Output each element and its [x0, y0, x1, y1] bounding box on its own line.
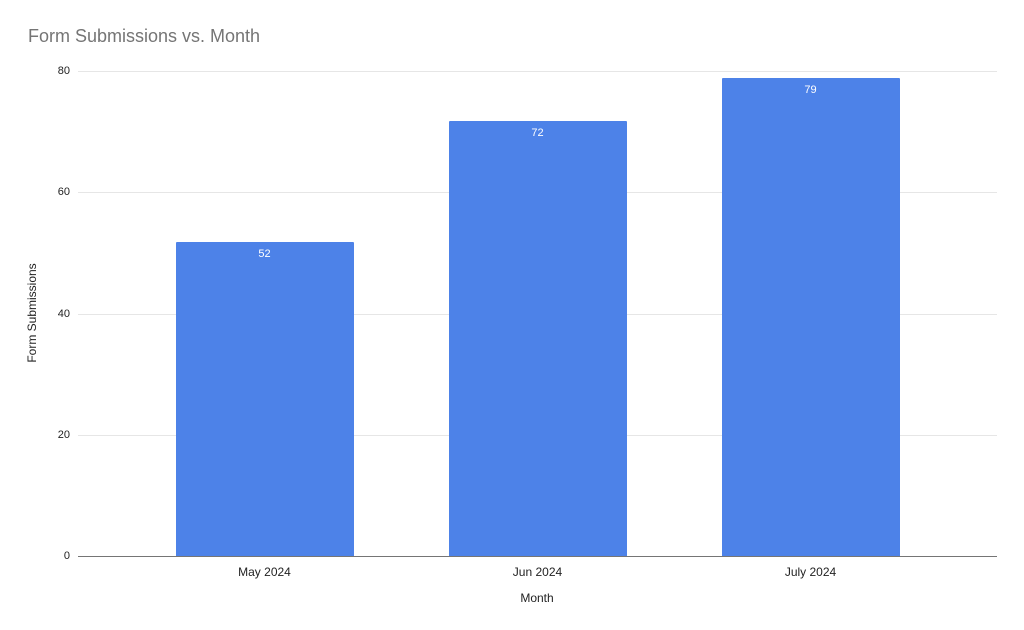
- bar-may-2024: 52: [175, 241, 354, 557]
- y-tick-label: 60: [57, 186, 70, 199]
- y-tick-label: 0: [63, 550, 70, 562]
- y-tick-label: 40: [57, 307, 70, 320]
- y-tick-label: 20: [57, 428, 70, 441]
- x-axis-line: [78, 556, 997, 557]
- x-tick-label: July 2024: [784, 565, 837, 579]
- bar-july-2024: 79: [721, 78, 900, 557]
- bar-value-label: 52: [258, 247, 271, 260]
- x-axis-title: Month: [520, 591, 554, 605]
- x-tick-label: May 2024: [238, 565, 291, 579]
- bar-value-label: 72: [531, 126, 544, 139]
- bar-jun-2024: 72: [448, 120, 627, 557]
- chart-title: Form Submissions vs. Month: [28, 26, 261, 46]
- y-tick-label: 80: [57, 65, 70, 77]
- y-axis-title: Form Submissions: [25, 263, 39, 363]
- gridline: [78, 71, 997, 72]
- x-tick-label: Jun 2024: [512, 565, 563, 579]
- bar-value-label: 79: [804, 84, 817, 97]
